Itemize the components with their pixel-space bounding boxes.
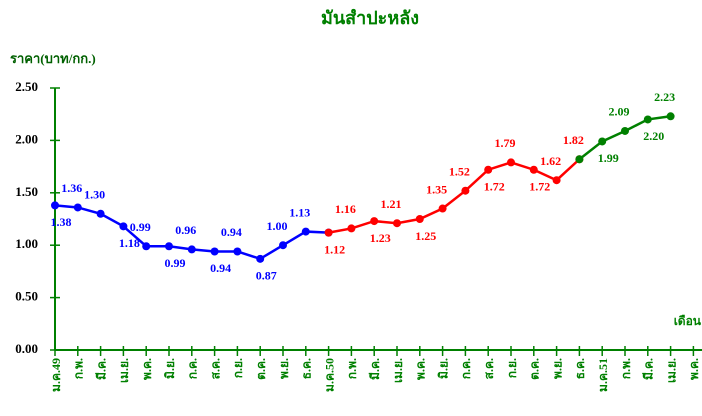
x-tick-label: พ.ย. <box>277 358 291 379</box>
x-tick-label: ม.ค.51 <box>596 358 610 392</box>
data-label: 1.72 <box>529 179 550 193</box>
data-label: 2.23 <box>654 90 675 104</box>
data-label: 1.00 <box>267 219 288 233</box>
y-tick-label: 0.50 <box>15 289 38 304</box>
data-label: 1.13 <box>289 205 310 219</box>
chart-title: มันสำปะหลัง <box>321 8 419 28</box>
data-point <box>393 219 401 228</box>
x-tick-label: ก.พ. <box>619 358 633 379</box>
x-tick-label: มี.ค. <box>94 358 108 380</box>
x-tick-label: ก.พ. <box>345 358 359 379</box>
x-tick-label: ก.ค. <box>459 358 473 379</box>
data-point <box>507 158 515 167</box>
data-label: 0.96 <box>175 223 196 237</box>
x-tick-label: เม.ย. <box>391 358 405 383</box>
x-tick-label: พ.ค. <box>414 358 428 380</box>
data-label: 1.82 <box>563 133 584 147</box>
y-tick-label: 0.00 <box>15 341 38 356</box>
x-tick-label: ก.ย. <box>505 358 519 378</box>
data-label: 1.79 <box>495 136 516 150</box>
y-tick-label: 1.00 <box>15 236 38 251</box>
x-tick-label: ส.ค. <box>208 358 222 379</box>
data-label: 1.52 <box>449 164 470 178</box>
data-label: 2.09 <box>609 105 630 119</box>
x-tick-label: เม.ย. <box>664 358 678 383</box>
data-label: 1.35 <box>426 182 447 196</box>
x-tick-label: มิ.ย. <box>163 358 177 379</box>
data-point <box>461 186 470 195</box>
x-tick-label: มี.ค. <box>642 358 656 380</box>
x-tick-label: มิ.ย. <box>436 358 450 379</box>
data-label: 1.72 <box>484 179 505 193</box>
data-label: 1.12 <box>324 242 345 256</box>
x-tick-label: ก.ย. <box>231 358 245 378</box>
y-tick-label: 2.50 <box>15 79 38 94</box>
data-point <box>484 165 493 174</box>
data-label: 0.94 <box>210 261 231 275</box>
x-tick-label: พ.ค. <box>140 358 154 380</box>
data-point <box>301 227 310 236</box>
x-tick-label: ต.ค. <box>528 358 542 380</box>
data-point <box>142 242 151 251</box>
data-point <box>256 254 265 263</box>
data-point <box>598 137 607 146</box>
data-point <box>643 115 652 124</box>
data-point <box>165 242 173 251</box>
data-point <box>119 222 128 231</box>
data-label: 1.21 <box>381 197 402 211</box>
x-tick-label: ธ.ค. <box>573 358 587 379</box>
data-point <box>73 203 82 212</box>
data-point <box>370 217 379 226</box>
data-point <box>347 224 356 233</box>
data-label: 1.36 <box>61 181 82 195</box>
data-point <box>96 209 105 218</box>
data-point <box>552 176 561 185</box>
data-point <box>529 165 538 174</box>
x-tick-label: ก.พ. <box>72 358 86 379</box>
x-tick-label: ธ.ค. <box>300 358 314 379</box>
data-label: 1.99 <box>598 151 619 165</box>
data-label: 1.16 <box>335 202 356 216</box>
data-label: 2.20 <box>643 129 664 143</box>
x-tick-label: พ.ย. <box>550 358 564 379</box>
x-tick-label: ม.ค.50 <box>322 358 336 392</box>
data-point <box>324 228 333 237</box>
data-label: 0.99 <box>130 220 151 234</box>
data-point <box>51 201 59 210</box>
x-tick-label: ต.ค. <box>254 358 268 380</box>
data-label: 1.25 <box>415 229 436 243</box>
data-point <box>666 112 675 121</box>
data-point <box>415 215 424 223</box>
data-label: 0.94 <box>221 225 242 239</box>
data-label: 0.87 <box>256 269 277 283</box>
x-tick-label: มี.ค. <box>368 358 382 380</box>
data-point <box>187 245 196 254</box>
y-tick-label: 1.50 <box>15 184 38 199</box>
data-point <box>210 247 219 256</box>
data-point <box>438 204 447 213</box>
data-label: 0.99 <box>165 256 186 270</box>
x-tick-label: เม.ย. <box>117 358 131 383</box>
x-tick-label: ม.ค.49 <box>49 358 63 392</box>
y-axis-label: ราคา(บาท/กก.) <box>10 51 96 66</box>
y-tick-label: 2.00 <box>15 131 38 146</box>
data-label: 1.62 <box>540 154 561 168</box>
data-label: 1.23 <box>370 231 391 245</box>
data-label: 1.30 <box>84 188 105 202</box>
x-tick-label: ก.ค. <box>186 358 200 379</box>
x-tick-label: พ.ค. <box>687 358 701 380</box>
data-point <box>621 126 629 135</box>
data-point <box>279 241 287 250</box>
data-label: 1.18 <box>119 236 140 250</box>
x-tick-label: ส.ค. <box>482 358 496 379</box>
data-point <box>233 247 242 256</box>
x-axis-label: เดือน <box>674 314 702 328</box>
data-point <box>575 155 584 164</box>
data-label: 1.38 <box>51 215 72 229</box>
